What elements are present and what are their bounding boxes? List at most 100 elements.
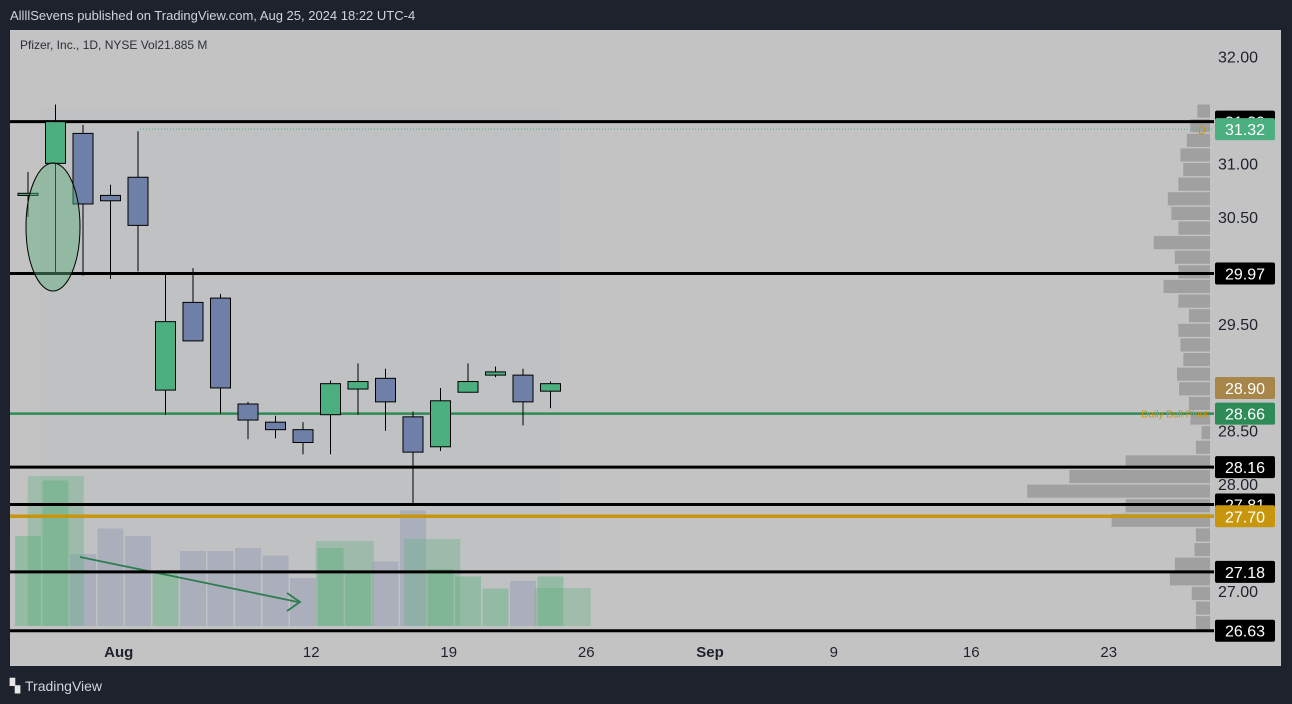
volume-profile-bar bbox=[1174, 250, 1210, 264]
volume-bar bbox=[537, 576, 564, 626]
x-tick-label: Sep bbox=[696, 644, 724, 661]
price-tag-label: 26.63 bbox=[1225, 624, 1265, 641]
volume-profile-bar bbox=[1163, 279, 1210, 294]
volume-profile-bar bbox=[1188, 309, 1210, 323]
candle-body bbox=[155, 321, 176, 391]
volume-bar bbox=[400, 510, 426, 626]
volume-bar bbox=[510, 581, 536, 626]
candle-body bbox=[375, 377, 396, 403]
price-tag-box bbox=[1215, 118, 1275, 141]
volume-highlight-box bbox=[315, 541, 374, 626]
price-tag-box bbox=[1215, 262, 1275, 285]
volume-profile-bar bbox=[1027, 484, 1210, 498]
price-tag-box bbox=[1215, 456, 1275, 479]
volume-bar bbox=[152, 573, 179, 626]
volume-bar bbox=[70, 554, 96, 626]
volume-profile-bar bbox=[1178, 323, 1210, 337]
volume-profile-bar bbox=[1167, 192, 1210, 206]
volume-bar bbox=[235, 548, 261, 626]
candle-body bbox=[485, 371, 506, 376]
candle-body bbox=[265, 421, 286, 431]
publish-info: AllllSevens published on TradingView.com… bbox=[10, 8, 416, 23]
candle-body bbox=[100, 194, 121, 202]
volume-profile-bar bbox=[1176, 367, 1210, 381]
volume-bar bbox=[125, 536, 151, 626]
candle-body bbox=[402, 416, 424, 453]
chart-legend: Pfizer, Inc., 1D, NYSE Vol21.885 M bbox=[20, 38, 208, 52]
level-note: Daily Bull Pivot bbox=[1141, 410, 1208, 421]
price-tag-box bbox=[1215, 376, 1275, 399]
volume-bar bbox=[262, 555, 289, 626]
volume-profile-bar bbox=[1195, 440, 1210, 454]
candle-body bbox=[347, 381, 369, 390]
volume-profile-bar bbox=[1180, 338, 1210, 352]
volume-profile-bar bbox=[1186, 133, 1210, 147]
volume-profile-bar bbox=[1174, 557, 1210, 571]
candle-body bbox=[45, 121, 66, 164]
candle-body bbox=[72, 132, 94, 205]
volume-profile-bar bbox=[1178, 221, 1210, 235]
volume-profile-bar bbox=[1194, 543, 1210, 557]
x-tick-label: 26 bbox=[578, 644, 595, 661]
price-tag-label: 28.90 bbox=[1225, 381, 1265, 398]
y-tick-label: 31.00 bbox=[1218, 156, 1258, 173]
candle-body bbox=[17, 192, 39, 196]
candle-body bbox=[127, 176, 149, 226]
price-tag-label: 27.70 bbox=[1225, 509, 1265, 526]
x-tick-label: 16 bbox=[963, 644, 980, 661]
volume-profile-bar bbox=[1180, 148, 1210, 162]
volume-profile-bar bbox=[1171, 206, 1210, 220]
volume-profile-bar bbox=[1125, 455, 1210, 469]
volume-profile-bar bbox=[1169, 572, 1210, 586]
volume-profile-bar bbox=[1178, 294, 1210, 308]
volume-bar bbox=[427, 569, 454, 626]
volume-profile-bar bbox=[1069, 469, 1210, 484]
volume-profile-bar bbox=[1197, 104, 1210, 118]
footer-brand: ▚ TradingView bbox=[10, 676, 102, 696]
candle-body bbox=[237, 403, 259, 421]
candle-body bbox=[320, 383, 341, 416]
volume-profile-bar bbox=[1195, 616, 1210, 630]
volume-bar bbox=[455, 576, 481, 626]
x-tick-label: Aug bbox=[104, 644, 133, 661]
volume-bar bbox=[317, 548, 344, 626]
y-tick-label: 32.00 bbox=[1218, 49, 1258, 66]
highlight-ellipse bbox=[25, 162, 81, 292]
trend-arrow-head bbox=[286, 592, 302, 612]
price-marker: D bbox=[1198, 125, 1206, 137]
y-tick-label: 30.50 bbox=[1218, 210, 1258, 227]
time-axis-background bbox=[10, 636, 1281, 666]
volume-profile-bar bbox=[1191, 586, 1210, 601]
volume-profile-bar bbox=[1195, 528, 1210, 542]
candle-body bbox=[540, 383, 561, 392]
price-tag-box bbox=[1215, 560, 1275, 583]
volume-highlight-box bbox=[27, 476, 84, 626]
volume-bar bbox=[15, 536, 41, 626]
volume-profile-bar bbox=[1188, 396, 1210, 410]
price-tag-label: 28.66 bbox=[1225, 407, 1265, 424]
x-tick-label: 23 bbox=[1100, 644, 1117, 661]
x-tick-label: 9 bbox=[830, 644, 838, 661]
volume-bar bbox=[180, 551, 206, 626]
volume-profile-bar bbox=[1201, 426, 1210, 440]
volume-profile-bar bbox=[1153, 236, 1210, 250]
x-tick-label: 19 bbox=[440, 644, 457, 661]
candle-body bbox=[292, 429, 314, 444]
trend-arrow-line bbox=[79, 556, 299, 603]
price-tag-box bbox=[1215, 402, 1275, 425]
price-tag-box bbox=[1215, 619, 1275, 642]
candle-body bbox=[182, 301, 204, 342]
y-tick-label: 28.50 bbox=[1218, 424, 1258, 441]
brand-name: TradingView bbox=[25, 678, 103, 694]
y-tick-label: 29.50 bbox=[1218, 317, 1258, 334]
price-tag-box bbox=[1215, 505, 1275, 528]
price-tag-label: 27.18 bbox=[1225, 565, 1265, 582]
x-tick-label: 12 bbox=[303, 644, 320, 661]
volume-highlight-box bbox=[534, 588, 591, 626]
volume-profile-bar bbox=[1179, 382, 1210, 396]
candle-body bbox=[457, 381, 479, 393]
volume-profile-bar bbox=[1178, 265, 1210, 279]
volume-bar bbox=[482, 588, 509, 626]
volume-profile-bar bbox=[1183, 353, 1210, 367]
